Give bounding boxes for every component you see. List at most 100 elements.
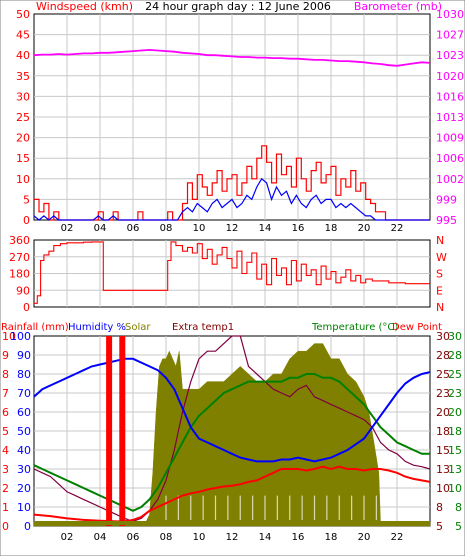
direction-tick-label: 180	[9, 268, 30, 281]
barometer-tick-label: 1002	[436, 173, 464, 186]
windspeed-tick-label: 20	[16, 132, 30, 145]
temperature-line	[33, 373, 430, 512]
rain-tick-label: 1	[2, 501, 9, 514]
wind-series	[33, 48, 431, 221]
temperature-tick-label: 5	[436, 520, 443, 533]
direction-grid	[34, 240, 430, 307]
temperature-tick-label: 28	[436, 349, 450, 362]
compass-tick-label: E	[436, 284, 443, 297]
humidity-tick-label: 90	[17, 349, 31, 362]
barometer-tick-label: 1013	[436, 111, 464, 124]
temperature-tick-label-right: 5	[455, 520, 462, 533]
rain-tick-label: 6	[2, 406, 9, 419]
rain-tick-label: 2	[2, 482, 9, 495]
rain-y-tick-labels: 0 1 2 3 4 5 6 7 8 9 10	[2, 330, 16, 533]
barometer-tick-label: 1020	[436, 70, 464, 83]
windspeed-tick-label: 15	[16, 152, 30, 165]
temp-panel-legend: Rainfall (mm) Humidity % Solar Extra tem…	[1, 322, 442, 333]
windspeed-tick-label: 5	[23, 193, 30, 206]
rain-tick-label: 7	[2, 387, 9, 400]
windspeed-tick-label: 30	[16, 90, 30, 103]
wind-grid	[34, 14, 430, 220]
windspeed-tick-label: 45	[16, 29, 30, 42]
temperature-tick-label-right: 23	[448, 387, 462, 400]
barometer-tick-label: 1023	[436, 49, 464, 62]
x-tick-label: 04	[94, 532, 107, 543]
x-tick-label: 12	[226, 532, 239, 543]
barometer-tick-label: 1030	[436, 8, 464, 21]
humidity-tick-label: 80	[17, 368, 31, 381]
temperature-legend: Temperature (°C)	[311, 322, 398, 333]
extra-temp-legend: Extra temp1	[172, 322, 234, 333]
solar-legend: Solar	[125, 322, 151, 333]
x-tick-label: 02	[61, 532, 74, 543]
x-tick-label: 06	[127, 223, 140, 234]
temperature-tick-label: 13	[436, 463, 450, 476]
windspeed-tick-label: 50	[16, 8, 30, 21]
solar-area	[33, 343, 431, 527]
humidity-tick-label: 30	[17, 463, 31, 476]
rainfall-bar	[106, 336, 113, 526]
compass-tick-label: W	[436, 251, 447, 264]
barometer-tick-label: 999	[436, 193, 457, 206]
compass-tick-label: N	[436, 301, 444, 314]
windspeed-axis-title: Windspeed (kmh)	[36, 0, 133, 13]
humidity-legend: Humidity %	[68, 322, 126, 333]
temperature-tick-label: 20	[436, 406, 450, 419]
wind-y-tick-labels: 0 5 10 15 20 25 30 35 40 45 50	[16, 8, 30, 227]
gust_max-line	[34, 145, 430, 221]
extra_temp-line	[33, 335, 431, 523]
dew-point-legend: Dew Point	[392, 322, 442, 333]
compass-tick-label: N	[436, 234, 444, 247]
x-tick-label: 20	[358, 532, 371, 543]
barometer-y-tick-labels: 995 999 1002 1006 1009 1013 1016 1020 1023 1027 10…	[436, 8, 464, 227]
rain-tick-label: 8	[2, 368, 9, 381]
wind_avg-line	[33, 177, 430, 221]
humidity-tick-label: 10	[17, 501, 31, 514]
rain-tick-label: 5	[2, 425, 9, 438]
barometer-tick-label: 1027	[436, 29, 464, 42]
x-tick-label: 22	[391, 532, 404, 543]
temperature-tick-label-right: 20	[448, 406, 462, 419]
barometer-tick-label: 995	[436, 214, 457, 227]
x-tick-label: 16	[292, 532, 305, 543]
x-tick-label: 04	[94, 223, 107, 234]
x-tick-label: 06	[127, 532, 140, 543]
direction-series	[34, 241, 430, 304]
humidity-tick-label: 60	[17, 406, 31, 419]
x-tick-label: 02	[61, 223, 74, 234]
barometer-tick-label: 1016	[436, 90, 464, 103]
rain-tick-label: 0	[2, 520, 9, 533]
rain-tick-label: 9	[2, 349, 9, 362]
solar-baseline	[35, 521, 429, 525]
humidity-tick-label: 0	[24, 520, 31, 533]
x-tick-label: 08	[160, 223, 173, 234]
humidity-tick-label: 40	[17, 444, 31, 457]
windspeed-tick-label: 25	[16, 111, 30, 124]
graph-title: 24 hour graph day : 12 June 2006	[145, 0, 331, 13]
temperature-tick-label-right: 8	[455, 501, 462, 514]
temperature-tick-label-right: 18	[448, 425, 462, 438]
humidity-y-tick-labels: 0 10 20 30 40 50 60 70 80 90 100	[10, 330, 31, 533]
x-tick-label: 12	[226, 223, 239, 234]
humidity-tick-label: 100	[10, 330, 31, 343]
temperature-tick-label: 18	[436, 425, 450, 438]
temperature-tick-label: 10	[436, 482, 450, 495]
windspeed-tick-label: 0	[23, 214, 30, 227]
x-tick-label: 14	[259, 532, 272, 543]
direction-tick-label: 360	[9, 234, 30, 247]
direction-tick-label: 90	[16, 284, 30, 297]
x-tick-label: 10	[193, 532, 206, 543]
compass-tick-label: S	[436, 268, 443, 281]
wind-x-tick-labels: 02 04 06 08 10 12 14 16 18 20 22	[61, 223, 404, 234]
barometer-tick-label: 1006	[436, 152, 464, 165]
temperature-tick-label-right: 28	[448, 349, 462, 362]
rainfall-legend: Rainfall (mm)	[1, 322, 69, 333]
rain-tick-label: 4	[2, 444, 9, 457]
humidity-line	[33, 357, 431, 463]
direction-tick-label: 0	[23, 301, 30, 314]
rain-tick-label: 10	[2, 330, 16, 343]
